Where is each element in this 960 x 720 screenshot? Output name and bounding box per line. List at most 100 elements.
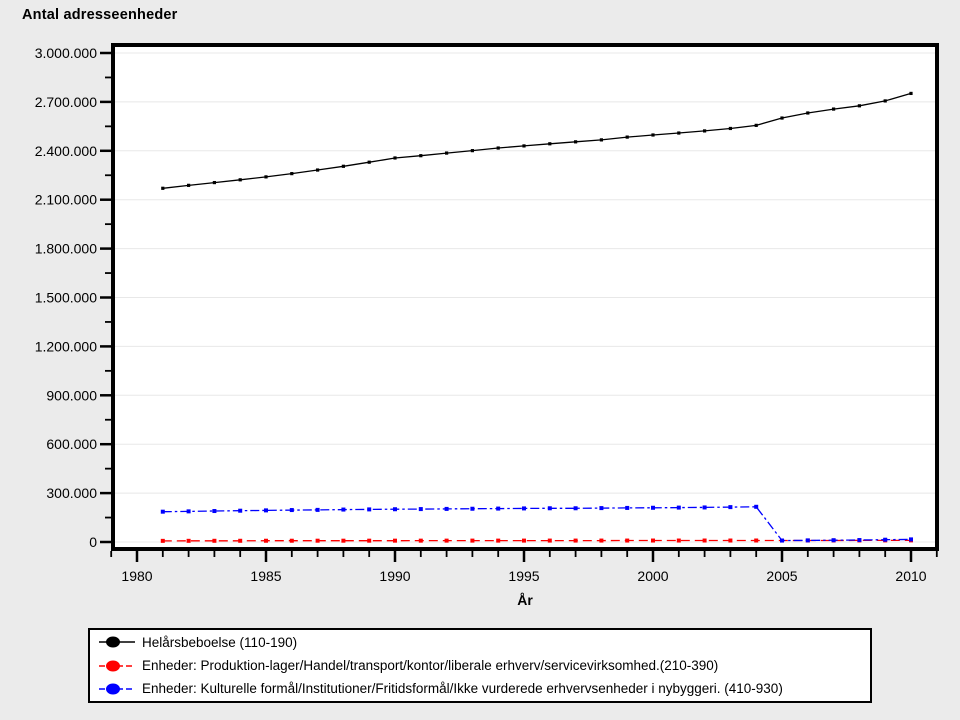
data-point-marker (496, 506, 501, 511)
data-point-marker (857, 538, 862, 543)
data-point-marker (264, 508, 268, 513)
data-point-marker (676, 538, 681, 543)
y-tick-label: 2.400.000 (35, 143, 97, 159)
y-tick-label: 1.200.000 (35, 338, 97, 354)
data-point-marker (445, 151, 449, 155)
data-point-marker (470, 538, 475, 543)
data-point-marker (161, 186, 165, 190)
x-tick-label: 2005 (766, 568, 797, 584)
data-point-marker (418, 507, 423, 512)
data-point-marker (754, 504, 759, 509)
y-tick-label: 300.000 (46, 485, 97, 501)
data-point-marker (212, 180, 216, 185)
data-point-marker (625, 505, 630, 510)
data-point-marker (496, 146, 500, 150)
data-point-marker (651, 505, 655, 510)
data-point-marker (187, 183, 191, 187)
data-point-marker (703, 129, 707, 133)
data-point-marker (909, 537, 913, 542)
y-tick-label: 600.000 (46, 436, 97, 452)
data-point-marker (341, 538, 346, 543)
x-tick-label: 2010 (895, 568, 926, 584)
legend-label: Helårsbeboelse (110-190) (142, 634, 298, 650)
legend-marker-kulturelle (99, 683, 135, 695)
data-point-marker (264, 538, 268, 543)
data-point-marker (651, 133, 655, 137)
data-point-marker (909, 91, 913, 96)
data-point-marker (341, 164, 345, 168)
data-point-marker (728, 126, 732, 131)
data-point-marker (367, 160, 371, 164)
data-point-marker (393, 538, 397, 543)
data-point-marker (702, 505, 707, 510)
x-tick-label: 1980 (121, 568, 152, 584)
legend-marker-erhverv (99, 660, 135, 671)
data-point-marker (186, 509, 191, 514)
data-point-marker (264, 175, 268, 179)
x-tick-label: 1985 (250, 568, 281, 584)
data-point-marker (522, 538, 526, 543)
y-tick-label: 900.000 (46, 387, 97, 403)
data-point-marker (289, 538, 294, 543)
data-point-marker (315, 507, 320, 512)
data-point-marker (238, 538, 243, 543)
y-tick-label: 1.800.000 (35, 241, 97, 257)
data-point-marker (419, 154, 423, 158)
data-point-marker (806, 111, 810, 115)
data-point-marker (780, 538, 784, 543)
y-tick-label: 2.700.000 (35, 94, 97, 110)
data-point-marker (599, 506, 604, 511)
data-point-marker (212, 538, 217, 543)
data-point-marker (832, 107, 836, 111)
data-point-marker (728, 505, 733, 510)
data-point-marker (883, 99, 887, 103)
data-point-marker (754, 538, 759, 543)
legend-label: Enheder: Kulturelle formål/Institutioner… (142, 681, 783, 697)
data-point-marker (883, 537, 888, 542)
data-point-marker (444, 506, 449, 511)
data-point-marker (625, 538, 630, 543)
series-line-1 (162, 539, 911, 542)
legend-marker-helaarsbeboelse (99, 636, 135, 648)
data-point-marker (599, 538, 604, 543)
legend-item: Enheder: Kulturelle formål/Institutioner… (98, 678, 870, 700)
chart-title: Antal adresseenheder (22, 7, 178, 23)
data-point-marker (470, 506, 475, 511)
plot-frame (111, 43, 939, 551)
data-point-marker (160, 509, 165, 514)
data-point-marker (418, 538, 423, 543)
data-point-marker (831, 538, 836, 543)
data-point-marker (160, 538, 165, 543)
legend-dot (106, 660, 120, 671)
y-tick-label: 1.500.000 (35, 290, 97, 306)
y-tick-label: 2.100.000 (35, 192, 97, 208)
data-point-marker (341, 507, 346, 512)
data-point-marker (393, 156, 397, 160)
data-point-marker (573, 538, 578, 543)
data-point-marker (599, 138, 603, 142)
data-point-marker (316, 168, 320, 172)
data-point-marker (677, 131, 681, 135)
x-tick-label: 1990 (379, 568, 410, 584)
data-point-marker (367, 507, 372, 512)
data-point-marker (470, 149, 474, 153)
data-point-marker (290, 172, 294, 176)
data-point-marker (212, 509, 217, 514)
data-point-marker (857, 104, 861, 108)
data-point-marker (238, 178, 242, 182)
series-line-0 (162, 92, 912, 189)
data-point-marker (548, 142, 552, 146)
data-point-marker (522, 144, 526, 148)
data-point-marker (780, 116, 784, 120)
data-point-marker (496, 538, 501, 543)
data-point-marker (547, 506, 552, 511)
legend-dot (106, 636, 120, 648)
legend-item: Enheder: Produktion-lager/Handel/transpo… (98, 655, 870, 677)
data-point-marker (805, 538, 810, 543)
data-point-marker (289, 508, 294, 513)
data-point-marker (574, 140, 578, 144)
data-point-marker (522, 506, 526, 511)
legend-box: Helårsbeboelse (110-190) Enheder: Produk… (88, 628, 872, 703)
data-point-marker (238, 508, 243, 513)
